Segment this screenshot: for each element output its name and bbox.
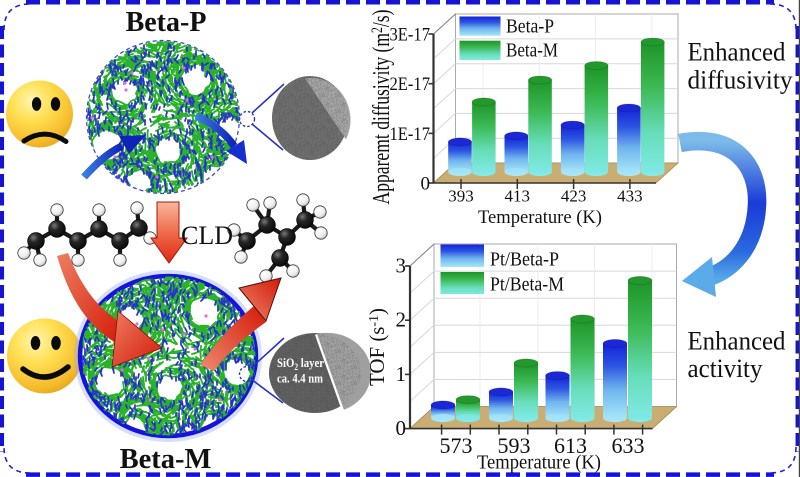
svg-text:2E-17: 2E-17: [390, 74, 431, 95]
svg-text:Temperature (K): Temperature (K): [477, 452, 601, 474]
svg-text:Enhanced: Enhanced: [688, 38, 786, 67]
svg-text:Beta-M: Beta-M: [506, 40, 558, 62]
svg-text:2: 2: [396, 308, 407, 332]
svg-text:3: 3: [396, 254, 407, 278]
svg-text:Enhanced: Enhanced: [688, 327, 786, 356]
svg-text:593: 593: [498, 433, 531, 458]
svg-text:SiO2 layer: SiO2 layer: [277, 355, 324, 372]
svg-text:diffusivity: diffusivity: [688, 66, 793, 95]
svg-text:Beta-M: Beta-M: [120, 444, 212, 475]
svg-text:CLD: CLD: [181, 221, 233, 250]
svg-text:Beta-P: Beta-P: [126, 7, 207, 38]
svg-text:TOF (s-1): TOF (s-1): [365, 308, 389, 386]
svg-text:activity: activity: [688, 354, 763, 383]
svg-text:0: 0: [396, 416, 407, 440]
svg-text:433: 433: [617, 187, 643, 206]
svg-text:ca. 4.4 nm: ca. 4.4 nm: [277, 371, 323, 386]
svg-text:573: 573: [440, 433, 473, 458]
svg-text:Apparemt diffusivity (m2/s): Apparemt diffusivity (m2/s): [369, 10, 395, 205]
svg-text:423: 423: [561, 187, 587, 206]
svg-text:1: 1: [396, 362, 407, 386]
svg-text:Temperature (K): Temperature (K): [478, 207, 602, 228]
svg-text:413: 413: [505, 187, 531, 206]
svg-text:3E-17: 3E-17: [390, 25, 431, 46]
svg-text:0: 0: [421, 174, 431, 195]
svg-text:Beta-P: Beta-P: [506, 16, 554, 38]
svg-text:613: 613: [554, 433, 587, 458]
svg-text:633: 633: [612, 433, 645, 458]
svg-text:393: 393: [448, 187, 474, 206]
svg-text:Pt/Beta-P: Pt/Beta-P: [490, 249, 559, 271]
svg-text:1E-17: 1E-17: [390, 124, 431, 145]
svg-text:Pt/Beta-M: Pt/Beta-M: [490, 274, 564, 296]
